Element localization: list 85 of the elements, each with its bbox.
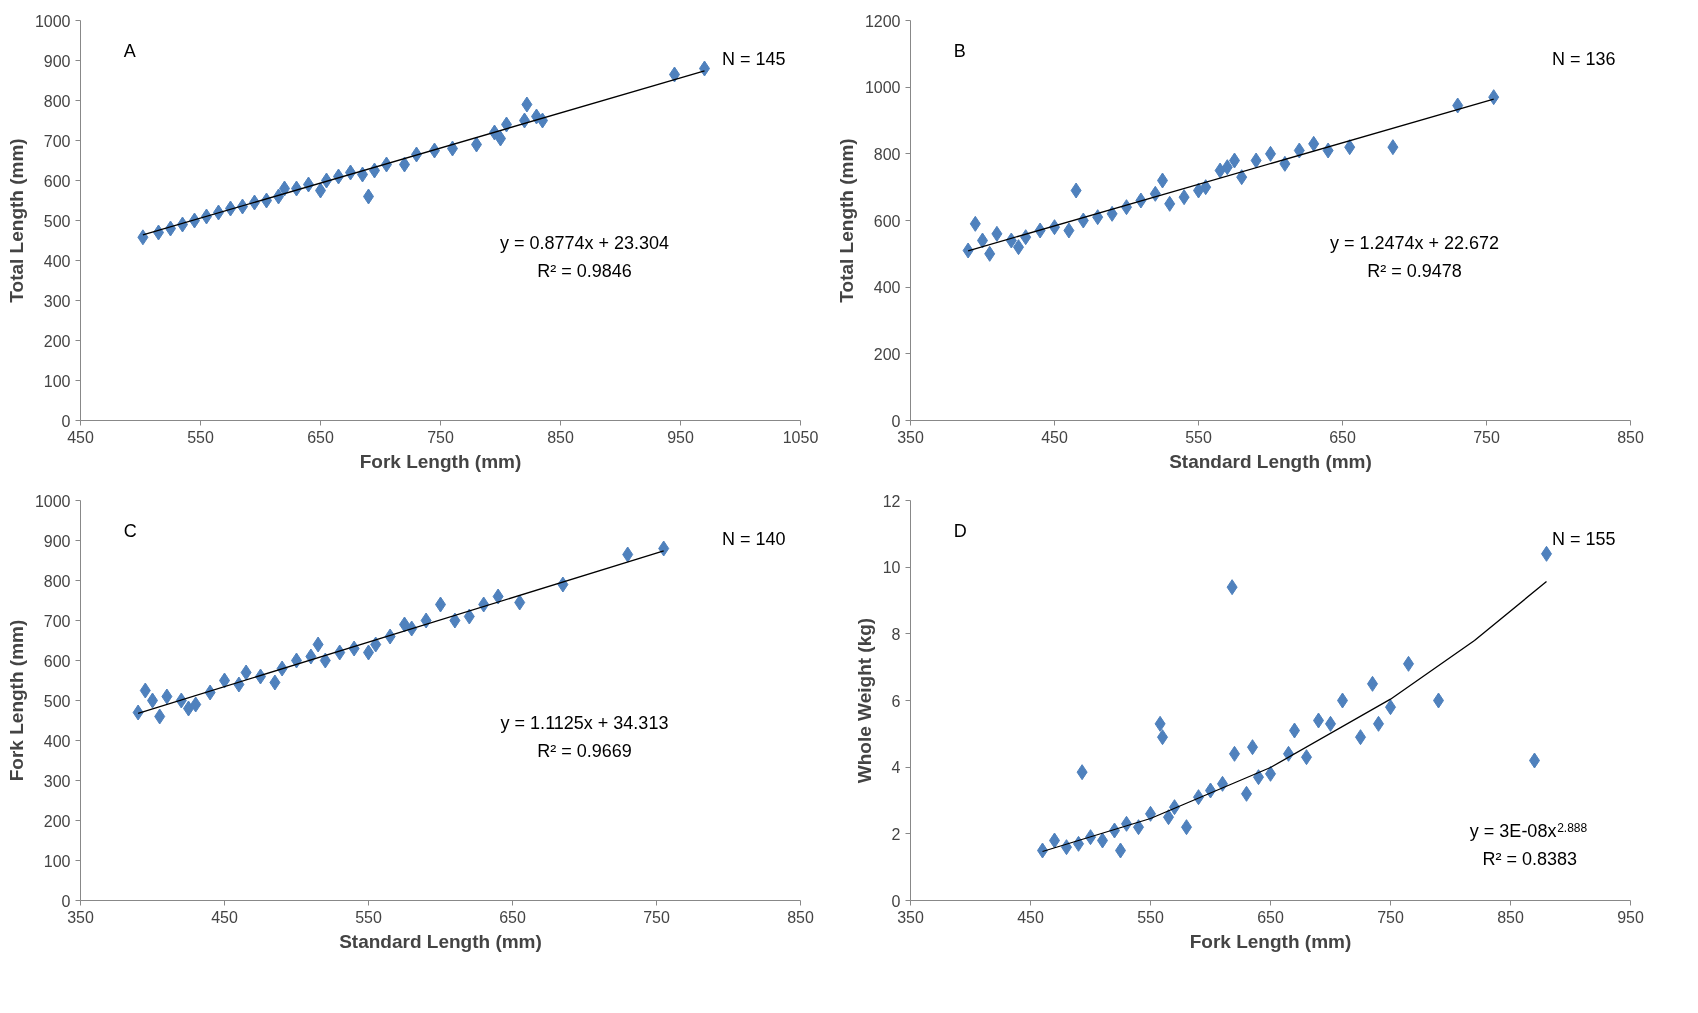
x-tick-label: 950: [1617, 908, 1644, 926]
y-tick-label: 600: [873, 212, 901, 230]
x-tick-label: 750: [1377, 908, 1404, 926]
x-tick-label: 550: [355, 908, 382, 926]
annotation: N = 145: [721, 48, 786, 69]
x-tick-label: 750: [427, 428, 454, 446]
y-tick-label: 100: [43, 852, 71, 870]
y-tick-label: 2: [891, 825, 901, 843]
x-tick-label: 450: [67, 428, 94, 446]
y-tick-label: 800: [43, 92, 71, 110]
y-tick-label: 500: [43, 692, 71, 710]
x-tick-label: 650: [499, 908, 526, 926]
annotation: N = 155: [1551, 528, 1616, 549]
x-tick-label: 650: [1257, 908, 1284, 926]
y-tick-label: 12: [882, 492, 901, 510]
y-tick-label: 900: [43, 52, 71, 70]
y-tick-label: 400: [873, 279, 901, 297]
x-tick-label: 450: [211, 908, 238, 926]
annotation: B: [953, 40, 966, 61]
y-tick-label: 600: [43, 652, 71, 670]
y-tick-label: 1200: [864, 12, 901, 30]
y-tick-label: 200: [873, 345, 901, 363]
annotation: R² = 0.8383: [1482, 848, 1577, 869]
annotation: A: [123, 40, 136, 61]
annotation: N = 140: [721, 528, 786, 549]
y-tick-label: 600: [43, 172, 71, 190]
annotation: D: [953, 520, 967, 541]
y-tick-label: 6: [891, 692, 901, 710]
y-tick-label: 800: [43, 572, 71, 590]
y-tick-label: 400: [43, 732, 71, 750]
x-tick-label: 350: [897, 908, 924, 926]
x-tick-label: 850: [547, 428, 574, 446]
annotation: C: [123, 520, 137, 541]
x-tick-label: 350: [897, 428, 924, 446]
y-tick-label: 800: [873, 145, 901, 163]
y-axis-title: Whole Weight (kg): [853, 617, 875, 784]
x-axis-title: Standard Length (mm): [339, 930, 542, 952]
annotation: R² = 0.9669: [537, 740, 632, 761]
y-tick-label: 1000: [34, 492, 71, 510]
y-axis-title: Total Length (mm): [835, 138, 857, 303]
x-tick-label: 950: [667, 428, 694, 446]
y-tick-label: 200: [43, 332, 71, 350]
x-tick-label: 550: [187, 428, 214, 446]
y-tick-label: 0: [891, 412, 901, 430]
x-tick-label: 750: [643, 908, 670, 926]
x-tick-label: 450: [1017, 908, 1044, 926]
x-tick-label: 850: [787, 908, 814, 926]
y-tick-label: 400: [43, 252, 71, 270]
x-axis-title: Fork Length (mm): [1189, 930, 1352, 952]
y-tick-label: 200: [43, 812, 71, 830]
x-tick-label: 350: [67, 908, 94, 926]
y-axis-title: Fork Length (mm): [5, 619, 27, 782]
annotation: y = 1.1125x + 34.313: [500, 712, 669, 733]
annotation: y = 1.2474x + 22.672: [1329, 232, 1500, 253]
annotation: R² = 0.9478: [1367, 260, 1462, 281]
y-tick-label: 0: [891, 892, 901, 910]
x-tick-label: 850: [1617, 428, 1644, 446]
y-tick-label: 900: [43, 532, 71, 550]
y-tick-label: 4: [891, 759, 901, 777]
x-axis-title: Standard Length (mm): [1169, 450, 1372, 472]
y-tick-label: 700: [43, 612, 71, 630]
y-tick-label: 100: [43, 372, 71, 390]
x-tick-label: 1050: [782, 428, 819, 446]
y-tick-label: 300: [43, 292, 71, 310]
y-tick-label: 0: [61, 892, 71, 910]
x-tick-label: 650: [1329, 428, 1356, 446]
x-tick-label: 750: [1473, 428, 1500, 446]
x-tick-label: 550: [1185, 428, 1212, 446]
x-tick-label: 650: [307, 428, 334, 446]
y-tick-label: 1000: [864, 79, 901, 97]
y-tick-label: 700: [43, 132, 71, 150]
x-tick-label: 850: [1497, 908, 1524, 926]
x-tick-label: 450: [1041, 428, 1068, 446]
y-tick-label: 0: [61, 412, 71, 430]
y-tick-label: 10: [882, 559, 901, 577]
annotation: N = 136: [1551, 48, 1616, 69]
y-tick-label: 8: [891, 625, 901, 643]
y-axis-title: Total Length (mm): [5, 138, 27, 303]
y-tick-label: 300: [43, 772, 71, 790]
x-tick-label: 550: [1137, 908, 1164, 926]
y-tick-label: 1000: [34, 12, 71, 30]
x-axis-title: Fork Length (mm): [359, 450, 522, 472]
annotation: R² = 0.9846: [537, 260, 632, 281]
annotation: y = 0.8774x + 23.304: [499, 232, 670, 253]
y-tick-label: 500: [43, 212, 71, 230]
